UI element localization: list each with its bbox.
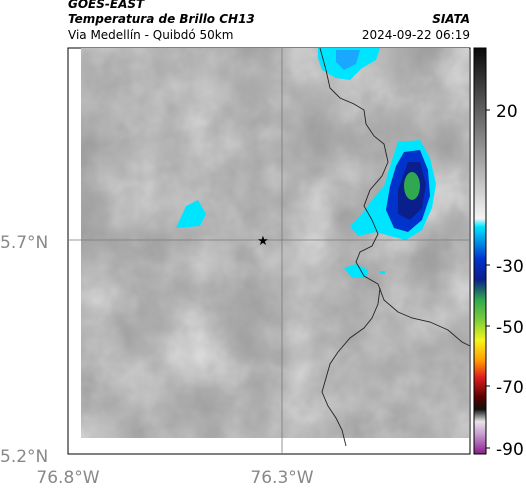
star-icon: ★ (257, 234, 269, 249)
country-border (319, 47, 471, 347)
colorbar-tick-label: -50 (496, 318, 524, 338)
cold-cloud-small (344, 264, 368, 278)
colorbar (473, 47, 487, 455)
region-label: Via Medellín - Quibdó 50km (68, 28, 234, 42)
longitude-label: 76.3°W (250, 468, 313, 488)
cold-cloud-speck (380, 271, 385, 274)
convective-core (404, 172, 420, 200)
cold-cloud-west (176, 200, 206, 228)
datetime-label: 2024-09-22 06:19 (361, 28, 470, 42)
colorbar-tick-label: -70 (496, 378, 524, 398)
colorbar-tick-label: -90 (496, 440, 524, 460)
satellite-name: GOES-EAST (68, 0, 145, 11)
organization-label: SIATA (432, 12, 470, 26)
brightness-temperature-field (81, 48, 469, 438)
latitude-label: 5.7°N (0, 233, 48, 253)
cold-cloud-north-core (336, 50, 360, 70)
colorbar-ticks (486, 109, 490, 449)
latitude-label: 5.2°N (0, 447, 48, 467)
colorbar-tick-label: -30 (496, 257, 524, 277)
product-title: Temperatura de Brillo CH13 (68, 12, 255, 26)
department-border (321, 287, 381, 447)
colorbar-tick-label: 20 (496, 102, 518, 122)
longitude-label: 76.8°W (36, 468, 99, 488)
